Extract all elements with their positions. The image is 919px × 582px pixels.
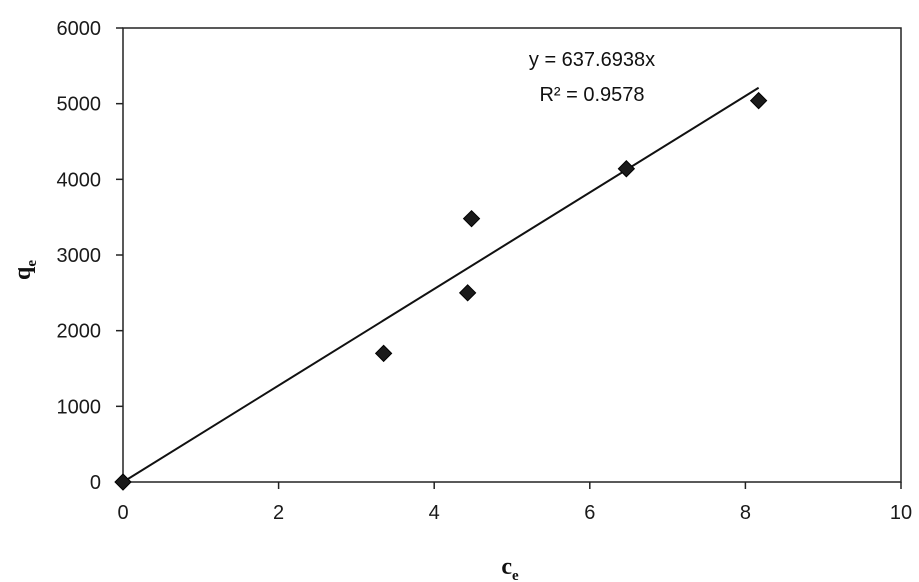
y-tick-label: 0 bbox=[90, 472, 101, 494]
y-tick-label: 4000 bbox=[57, 169, 102, 191]
y-tick-label: 3000 bbox=[57, 245, 102, 267]
r-squared-label: R² = 0.9578 bbox=[539, 84, 644, 106]
plot-border bbox=[122, 27, 902, 483]
y-axis: 0 1000 2000 3000 4000 5000 6000 bbox=[57, 18, 123, 494]
x-tick-label: 8 bbox=[740, 502, 751, 524]
x-axis-title: ce bbox=[501, 554, 519, 582]
y-axis-title: qe bbox=[10, 260, 40, 280]
data-point bbox=[617, 160, 636, 178]
svg-text:qe: qe bbox=[10, 260, 40, 280]
data-point bbox=[749, 91, 768, 110]
x-tick-label: 2 bbox=[273, 502, 284, 524]
plot-area bbox=[122, 27, 902, 483]
x-axis-title-sub: e bbox=[512, 568, 519, 582]
data-point bbox=[458, 284, 477, 302]
y-tick-label: 2000 bbox=[57, 321, 102, 343]
trendline-group bbox=[122, 86, 760, 483]
y-tick-label: 1000 bbox=[57, 396, 102, 418]
x-tick-label: 4 bbox=[429, 502, 440, 524]
x-tick-label: 0 bbox=[117, 502, 128, 524]
y-axis-title-main: q bbox=[10, 266, 36, 280]
data-points bbox=[114, 91, 768, 491]
y-axis-title-sub: e bbox=[24, 260, 40, 267]
data-point bbox=[374, 344, 393, 363]
data-point bbox=[114, 473, 132, 491]
trendline bbox=[122, 86, 760, 483]
y-tick-label: 6000 bbox=[57, 18, 102, 40]
data-point bbox=[462, 209, 481, 228]
y-tick-label: 5000 bbox=[57, 94, 102, 116]
x-axis: 0 2 4 6 8 10 bbox=[117, 482, 912, 524]
x-tick-label: 6 bbox=[584, 502, 595, 524]
trendline-equation: y = 637.6938x bbox=[529, 49, 655, 71]
x-axis-title-main: c bbox=[501, 554, 512, 580]
x-tick-label: 10 bbox=[890, 502, 912, 524]
